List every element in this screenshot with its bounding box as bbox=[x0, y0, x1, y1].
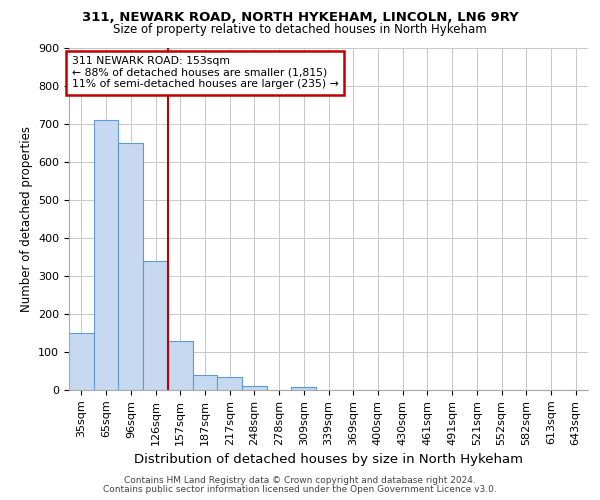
Text: 311 NEWARK ROAD: 153sqm
← 88% of detached houses are smaller (1,815)
11% of semi: 311 NEWARK ROAD: 153sqm ← 88% of detache… bbox=[71, 56, 338, 90]
Y-axis label: Number of detached properties: Number of detached properties bbox=[20, 126, 32, 312]
X-axis label: Distribution of detached houses by size in North Hykeham: Distribution of detached houses by size … bbox=[134, 453, 523, 466]
Bar bbox=[69, 333, 94, 390]
Bar bbox=[242, 386, 267, 390]
Bar bbox=[118, 142, 143, 390]
Bar bbox=[94, 120, 118, 390]
Bar bbox=[217, 378, 242, 390]
Text: Contains public sector information licensed under the Open Government Licence v3: Contains public sector information licen… bbox=[103, 484, 497, 494]
Text: Contains HM Land Registry data © Crown copyright and database right 2024.: Contains HM Land Registry data © Crown c… bbox=[124, 476, 476, 485]
Bar bbox=[168, 342, 193, 390]
Bar bbox=[292, 387, 316, 390]
Bar bbox=[143, 260, 168, 390]
Text: 311, NEWARK ROAD, NORTH HYKEHAM, LINCOLN, LN6 9RY: 311, NEWARK ROAD, NORTH HYKEHAM, LINCOLN… bbox=[82, 11, 518, 24]
Bar bbox=[193, 375, 217, 390]
Text: Size of property relative to detached houses in North Hykeham: Size of property relative to detached ho… bbox=[113, 22, 487, 36]
